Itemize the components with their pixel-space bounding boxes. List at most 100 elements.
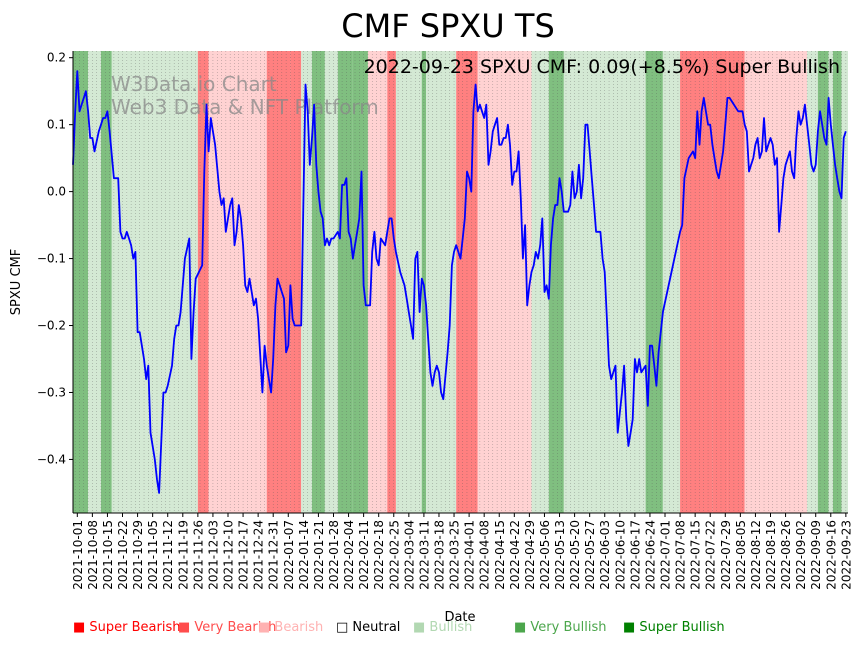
y-tick-label: −0.3 [37, 385, 66, 399]
x-tick-label: 2022-04-08 [478, 520, 492, 590]
x-tick-label: 2022-01-07 [282, 520, 296, 590]
x-tick-label: 2021-11-12 [161, 520, 175, 590]
x-tick-label: 2022-01-14 [297, 520, 311, 590]
band-very_bullish [73, 51, 89, 513]
x-tick-label: 2022-06-10 [613, 520, 627, 590]
y-tick-label: −0.4 [37, 452, 66, 466]
x-tick-label: 2022-06-03 [598, 520, 612, 590]
band-bullish [841, 51, 848, 513]
y-tick-label: 0.0 [47, 185, 66, 199]
band-bullish [662, 51, 681, 513]
x-axis-ticks: 2021-10-01 2021-10-08 2021-10-15 2021-10-22… [71, 513, 853, 590]
x-tick-label: 2021-10-15 [101, 520, 115, 590]
legend-item-neutral: □ Neutral [336, 620, 401, 635]
y-tick-label: −0.1 [37, 252, 66, 266]
band-bearish [367, 51, 388, 513]
x-tick-label: 2022-06-17 [628, 520, 642, 590]
x-tick-label: 2021-10-22 [116, 520, 130, 590]
legend-item-bullish: ■ Bullish [413, 620, 473, 635]
band-bullish [301, 51, 312, 513]
x-tick-label: 2022-04-15 [493, 520, 507, 590]
date-gridlines [74, 51, 847, 513]
legend-item-bearish: ■ Bearish [258, 620, 324, 635]
band-very_bullish [645, 51, 663, 513]
x-tick-label: 2022-04-22 [508, 520, 522, 590]
x-tick-label: 2022-09-23 [839, 520, 853, 590]
x-tick-label: 2021-11-19 [176, 520, 190, 590]
chart-subtitle: 2022-09-23 SPXU CMF: 0.09(+8.5%) Super B… [364, 56, 840, 78]
x-tick-label: 2021-10-08 [86, 520, 100, 590]
x-tick-label: 2022-08-19 [764, 520, 778, 590]
y-tick-label: 0.2 [47, 51, 66, 65]
band-very_bearish [197, 51, 209, 513]
band-bullish [828, 51, 833, 513]
x-tick-label: 2022-05-27 [583, 520, 597, 590]
band-very_bullish [548, 51, 564, 513]
band-very_bearish [290, 51, 302, 513]
legend-item-super_bullish: ■ Super Bullish [623, 620, 725, 635]
x-tick-label: 2022-05-06 [538, 520, 552, 590]
x-axis-label: Date [444, 610, 475, 625]
x-tick-label: 2022-04-01 [463, 520, 477, 590]
y-axis-ticks: 0.2 0.1 0.0 −0.1 −0.2 −0.3 −0.4 [37, 51, 73, 466]
x-tick-label: 2021-12-31 [267, 520, 281, 590]
band-very_bullish [311, 51, 325, 513]
band-very_bearish [387, 51, 396, 513]
x-tick-label: 2022-08-26 [779, 520, 793, 590]
band-very_bullish [352, 51, 368, 513]
watermark-line-1: W3Data.io Chart [111, 72, 277, 96]
x-tick-label: 2021-12-10 [222, 520, 236, 590]
x-tick-label: 2021-12-03 [206, 520, 220, 590]
x-tick-label: 2022-07-29 [719, 520, 733, 590]
band-bullish [395, 51, 422, 513]
x-tick-label: 2022-07-22 [704, 520, 718, 590]
band-bullish [807, 51, 818, 513]
band-bullish [88, 51, 101, 513]
x-tick-label: 2022-09-02 [794, 520, 808, 590]
x-tick-label: 2022-04-29 [523, 520, 537, 590]
x-tick-label: 2022-05-20 [568, 520, 582, 590]
x-tick-label: 2021-10-01 [71, 520, 85, 590]
x-tick-label: 2022-03-04 [402, 520, 416, 590]
x-tick-label: 2022-03-11 [417, 520, 431, 590]
x-tick-label: 2021-12-17 [237, 520, 251, 590]
x-tick-label: 2022-02-18 [372, 520, 386, 590]
x-tick-label: 2022-01-21 [312, 520, 326, 590]
band-bullish [563, 51, 573, 513]
band-very_bullish [817, 51, 829, 513]
x-tick-label: 2022-03-25 [448, 520, 462, 590]
x-tick-label: 2022-06-24 [643, 520, 657, 590]
band-very_bullish [337, 51, 353, 513]
x-tick-label: 2021-11-05 [146, 520, 160, 590]
y-tick-label: −0.2 [37, 319, 66, 333]
x-tick-label: 2022-07-01 [659, 520, 673, 590]
watermark: W3Data.io Chart Web3 Data & NFT Platform [111, 72, 379, 119]
x-tick-label: 2022-02-11 [357, 520, 371, 590]
x-tick-label: 2021-10-29 [131, 520, 145, 590]
x-tick-label: 2022-09-16 [824, 520, 838, 590]
band-very_bullish [100, 51, 112, 513]
legend-item-very_bearish: ■ Very Bearish [178, 620, 277, 635]
watermark-line-2: Web3 Data & NFT Platform [111, 95, 379, 119]
band-bearish [208, 51, 267, 513]
x-tick-label: 2022-03-18 [433, 520, 447, 590]
y-tick-label: 0.1 [47, 118, 66, 132]
x-tick-label: 2022-07-08 [674, 520, 688, 590]
x-tick-label: 2022-07-15 [689, 520, 703, 590]
legend-item-very_bullish: ■ Very Bullish [514, 620, 607, 635]
chart-title: CMF SPXU TS [341, 7, 555, 45]
x-tick-label: 2021-11-26 [191, 520, 205, 590]
x-tick-label: 2022-01-28 [327, 520, 341, 590]
x-tick-label: 2022-02-25 [387, 520, 401, 590]
band-very_bearish [727, 51, 745, 513]
band-bullish [324, 51, 338, 513]
x-tick-label: 2022-09-09 [809, 520, 823, 590]
band-bullish [111, 51, 127, 513]
x-tick-label: 2022-02-04 [342, 520, 356, 590]
x-tick-label: 2022-05-13 [553, 520, 567, 590]
legend-item-super_bearish: ■ Super Bearish [73, 620, 181, 635]
x-tick-label: 2021-12-24 [252, 520, 266, 590]
x-tick-label: 2022-08-05 [734, 520, 748, 590]
x-tick-label: 2022-08-12 [749, 520, 763, 590]
